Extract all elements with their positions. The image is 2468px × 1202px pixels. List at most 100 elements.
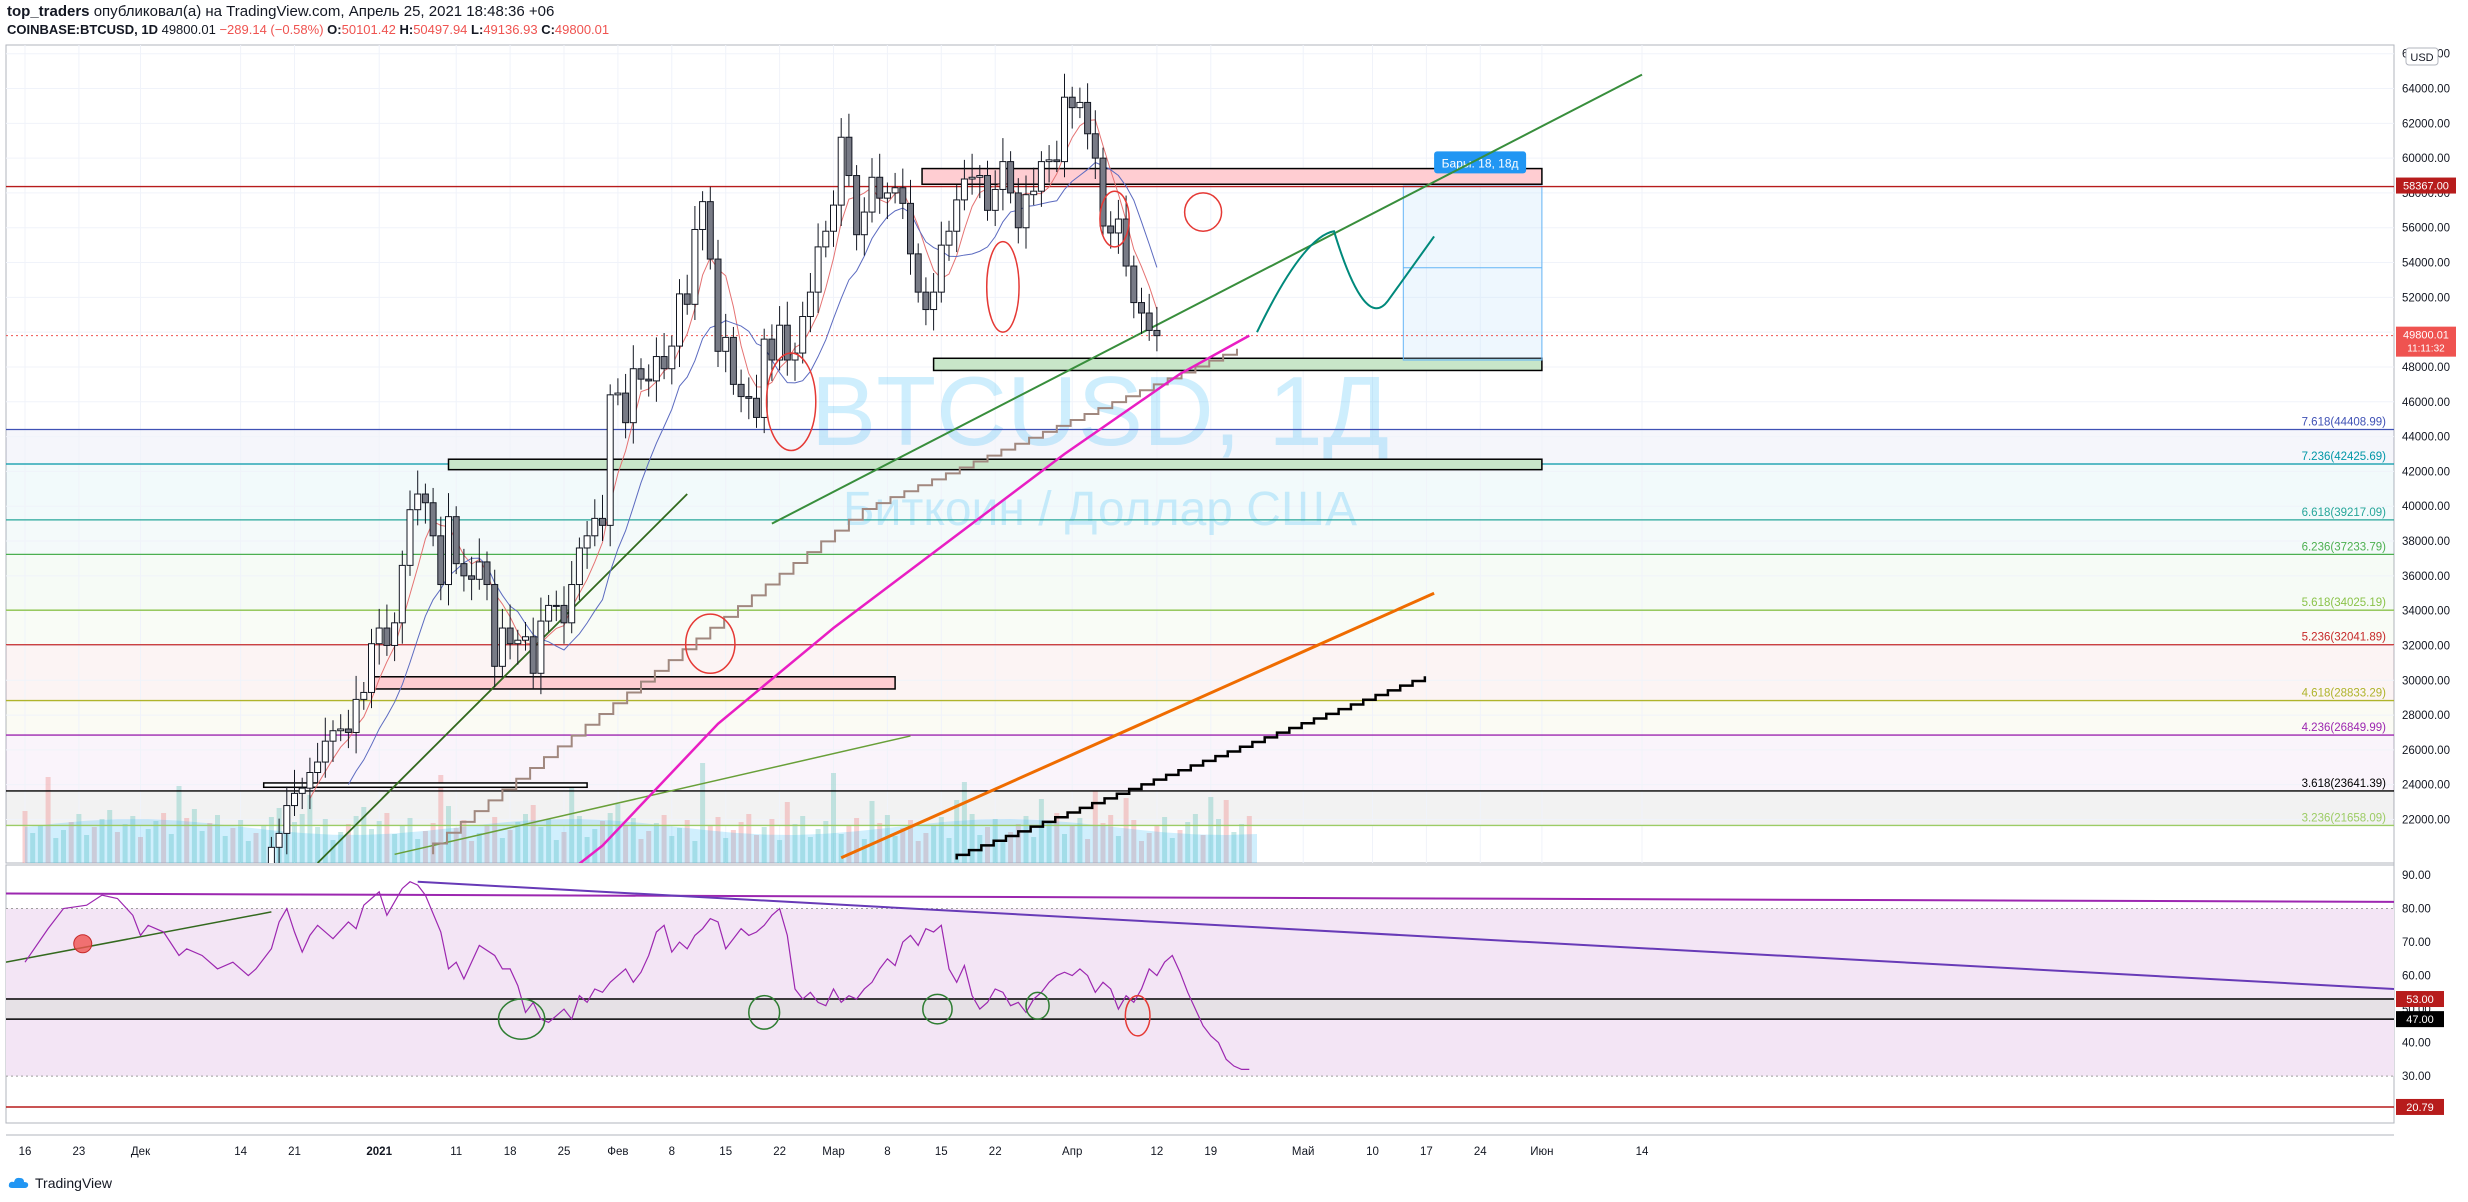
- candle[interactable]: [930, 272, 938, 331]
- price-chart[interactable]: BTCUSD, 1Д Биткоин / Доллар США 7.618(44…: [0, 40, 2468, 1170]
- candle[interactable]: [806, 272, 814, 333]
- candle[interactable]: [352, 675, 360, 754]
- candle[interactable]: [945, 220, 953, 261]
- tradingview-logo[interactable]: TradingView: [8, 1175, 112, 1191]
- candle[interactable]: [837, 118, 845, 227]
- rsi-downtrend-line[interactable]: [417, 880, 2394, 990]
- rsi-line[interactable]: [24, 881, 1250, 1070]
- candle[interactable]: [660, 333, 668, 380]
- candle[interactable]: [1037, 151, 1045, 207]
- candle[interactable]: [1045, 145, 1053, 183]
- rsi-circle-annotation[interactable]: [497, 998, 546, 1040]
- candle[interactable]: [1030, 167, 1038, 206]
- candle[interactable]: [360, 681, 368, 710]
- candle[interactable]: [498, 608, 506, 677]
- candle[interactable]: [1107, 211, 1115, 249]
- candle[interactable]: [283, 786, 291, 855]
- candle[interactable]: [706, 186, 714, 270]
- candle[interactable]: [421, 483, 429, 524]
- date-range-box[interactable]: [1402, 185, 1543, 361]
- circle-annotation[interactable]: [765, 352, 817, 452]
- candle[interactable]: [1061, 73, 1068, 178]
- candle[interactable]: [822, 220, 830, 258]
- rsi-circle-annotation[interactable]: [748, 994, 781, 1030]
- candle[interactable]: [460, 548, 468, 592]
- orange-ma[interactable]: [840, 591, 1435, 860]
- candle[interactable]: [329, 720, 337, 763]
- candle[interactable]: [876, 153, 884, 214]
- candle[interactable]: [391, 612, 399, 662]
- candle[interactable]: [452, 506, 460, 575]
- candle[interactable]: [853, 165, 861, 251]
- candle[interactable]: [668, 335, 676, 385]
- candle[interactable]: [1145, 293, 1153, 341]
- candle[interactable]: [568, 561, 576, 634]
- candle[interactable]: [691, 205, 699, 320]
- candle[interactable]: [845, 113, 853, 186]
- circle-annotation[interactable]: [684, 613, 736, 675]
- candle[interactable]: [937, 221, 945, 303]
- candle[interactable]: [298, 777, 306, 810]
- circle-annotation[interactable]: [1099, 190, 1130, 248]
- resistance-zone[interactable]: [921, 167, 1543, 185]
- candle[interactable]: [953, 185, 961, 253]
- main-trend-line[interactable]: [771, 73, 1643, 525]
- candle[interactable]: [1153, 306, 1161, 352]
- symbol-label[interactable]: COINBASE:BTCUSD, 1D: [7, 22, 158, 37]
- candle[interactable]: [622, 373, 630, 439]
- candle[interactable]: [1091, 110, 1099, 180]
- candle[interactable]: [1099, 147, 1107, 237]
- candle[interactable]: [652, 337, 660, 402]
- candle[interactable]: [583, 521, 591, 569]
- candle[interactable]: [545, 594, 553, 632]
- candle[interactable]: [814, 223, 822, 314]
- candle[interactable]: [745, 377, 753, 420]
- trend-line-2[interactable]: [394, 735, 911, 856]
- candle[interactable]: [907, 179, 914, 275]
- candles[interactable]: [267, 73, 1161, 882]
- candle[interactable]: [760, 328, 768, 434]
- candle[interactable]: [344, 709, 352, 749]
- candle[interactable]: [1022, 175, 1030, 249]
- candle[interactable]: [860, 197, 868, 256]
- candle[interactable]: [445, 493, 452, 606]
- candle[interactable]: [437, 516, 445, 601]
- candle[interactable]: [275, 818, 283, 863]
- rsi-circle-annotation[interactable]: [1124, 994, 1151, 1037]
- lower-demand-zone[interactable]: [370, 676, 896, 690]
- candle[interactable]: [1076, 87, 1084, 119]
- staircase-ma[interactable]: [955, 676, 1427, 860]
- candle[interactable]: [537, 597, 545, 695]
- candle[interactable]: [737, 369, 745, 413]
- circle-annotation[interactable]: [985, 240, 1020, 333]
- rsi-circle-annotation[interactable]: [922, 993, 953, 1025]
- candle[interactable]: [1007, 151, 1015, 204]
- candle[interactable]: [529, 617, 537, 689]
- candle[interactable]: [314, 742, 322, 783]
- candle[interactable]: [899, 168, 907, 220]
- candle[interactable]: [714, 239, 722, 367]
- candle[interactable]: [575, 537, 583, 601]
- candle[interactable]: [560, 586, 568, 644]
- candle[interactable]: [267, 836, 275, 882]
- candle[interactable]: [475, 538, 483, 590]
- candle[interactable]: [468, 556, 476, 601]
- rsi-badge[interactable]: 47.00: [2396, 1011, 2444, 1028]
- candle[interactable]: [368, 628, 375, 709]
- rsi-badge[interactable]: 20.79: [2396, 1098, 2444, 1115]
- rsi-uptrend-line[interactable]: [6, 911, 272, 963]
- candle[interactable]: [830, 190, 837, 247]
- candle[interactable]: [868, 158, 876, 223]
- candle[interactable]: [1068, 86, 1076, 129]
- currency-button[interactable]: USD: [2405, 47, 2439, 66]
- kijun-line[interactable]: [432, 348, 1238, 855]
- candle[interactable]: [614, 378, 622, 406]
- candle[interactable]: [506, 604, 514, 660]
- candle[interactable]: [683, 274, 691, 315]
- candle[interactable]: [991, 170, 999, 227]
- candle[interactable]: [753, 374, 760, 428]
- candle[interactable]: [591, 499, 599, 547]
- candle[interactable]: [406, 490, 414, 576]
- candle[interactable]: [1130, 255, 1138, 319]
